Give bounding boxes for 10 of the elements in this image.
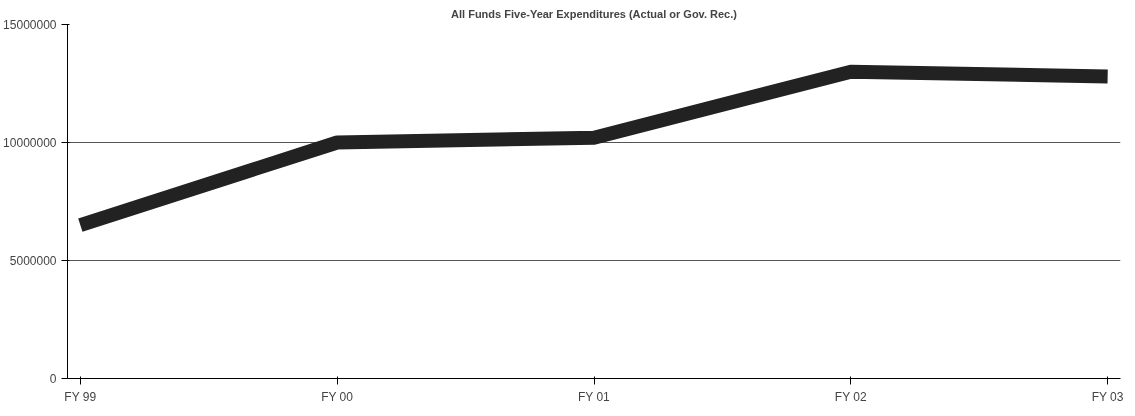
x-tick-label: FY 00 bbox=[321, 389, 354, 404]
y-tick-label: 0 bbox=[49, 372, 57, 386]
x-tick-label: FY 99 bbox=[64, 389, 97, 404]
y-tick-label: 10000000 bbox=[3, 136, 57, 150]
x-tick-label: FY 02 bbox=[834, 389, 867, 404]
y-tick-label: 15000000 bbox=[3, 18, 57, 32]
x-tick-label: FY 03 bbox=[1091, 389, 1124, 404]
y-tick-label: 5000000 bbox=[9, 254, 57, 268]
x-tick-label: FY 01 bbox=[577, 389, 611, 404]
chart-title: All Funds Five-Year Expenditures (Actual or Gov. Rec.) bbox=[451, 7, 738, 20]
